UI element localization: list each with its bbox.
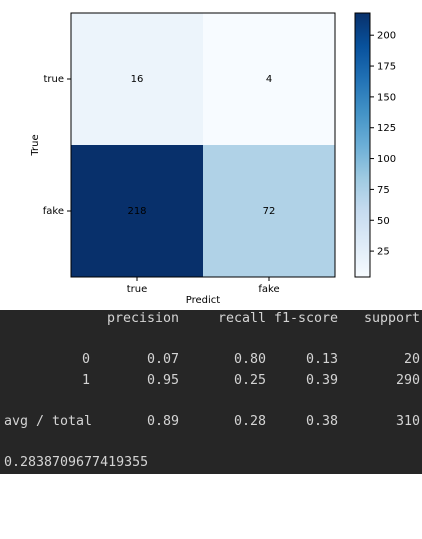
row-label: 1: [81, 373, 90, 388]
colorbar-tick-label: 200: [377, 31, 396, 42]
heatmap-cell: [203, 13, 335, 145]
y-tick-label: true: [43, 74, 64, 85]
accuracy-output: 0.2838709677419355: [0, 454, 422, 472]
cell-value-label: 4: [266, 74, 272, 85]
precision-value: 0.89: [146, 414, 179, 429]
report-row: 0 0.07 0.80 0.13 20: [0, 351, 422, 369]
classification-report: precision recall f1-score support 0 0.07…: [0, 310, 422, 474]
colorbar-tick-label: 75: [377, 185, 390, 196]
confusion-matrix-svg: 16 4 218 72 true fake true fake Predict True 2…: [30, 12, 396, 306]
report-header-row: precision recall f1-score support: [0, 310, 422, 328]
recall-header: recall: [217, 311, 266, 326]
f1-score-value: 0.13: [305, 352, 338, 367]
cell-value-label: 16: [131, 74, 144, 85]
support-header: support: [363, 311, 420, 326]
recall-value: 0.80: [233, 352, 266, 367]
recall-value: 0.25: [233, 373, 266, 388]
accuracy-value: 0.2838709677419355: [4, 455, 149, 470]
colorbar-tick-label: 100: [377, 154, 396, 165]
y-axis-label: True: [30, 134, 41, 156]
colorbar-tick-label: 175: [377, 62, 396, 73]
plot-frame: [70, 12, 336, 278]
colorbar: [355, 13, 370, 277]
f1-score-value: 0.38: [305, 414, 338, 429]
x-tick-label: true: [127, 284, 148, 295]
f1-score-value: 0.39: [305, 373, 338, 388]
support-value: 290: [395, 373, 420, 388]
support-value: 20: [403, 352, 420, 367]
colorbar-tick-label: 125: [377, 123, 396, 134]
heatmap-cell: [203, 145, 335, 277]
heatmap-cell: [71, 13, 203, 145]
y-tick-label: fake: [43, 206, 64, 217]
confusion-matrix-chart: 16 4 218 72 true fake true fake Predict True 2…: [30, 12, 397, 306]
precision-value: 0.07: [146, 352, 179, 367]
colorbar-tick-label: 150: [377, 92, 396, 103]
x-tick-label: fake: [258, 284, 279, 295]
precision-header: precision: [106, 311, 179, 326]
row-label: 0: [81, 352, 90, 367]
support-value: 310: [395, 414, 420, 429]
x-axis-label: Predict: [186, 295, 221, 306]
recall-value: 0.28: [233, 414, 266, 429]
report-total-row: avg / total 0.89 0.28 0.38 310: [0, 413, 422, 431]
cell-value-label: 72: [263, 206, 276, 217]
colorbar-frame: [354, 12, 371, 278]
precision-value: 0.95: [146, 373, 179, 388]
colorbar-tick-label: 25: [377, 247, 390, 258]
cell-value-label: 218: [127, 206, 146, 217]
colorbar-tick-label: 50: [377, 216, 390, 227]
report-row: 1 0.95 0.25 0.39 290: [0, 372, 422, 390]
f1-score-header: f1-score: [273, 311, 338, 326]
heatmap-cell: [71, 145, 203, 277]
total-label: avg / total: [4, 414, 93, 429]
